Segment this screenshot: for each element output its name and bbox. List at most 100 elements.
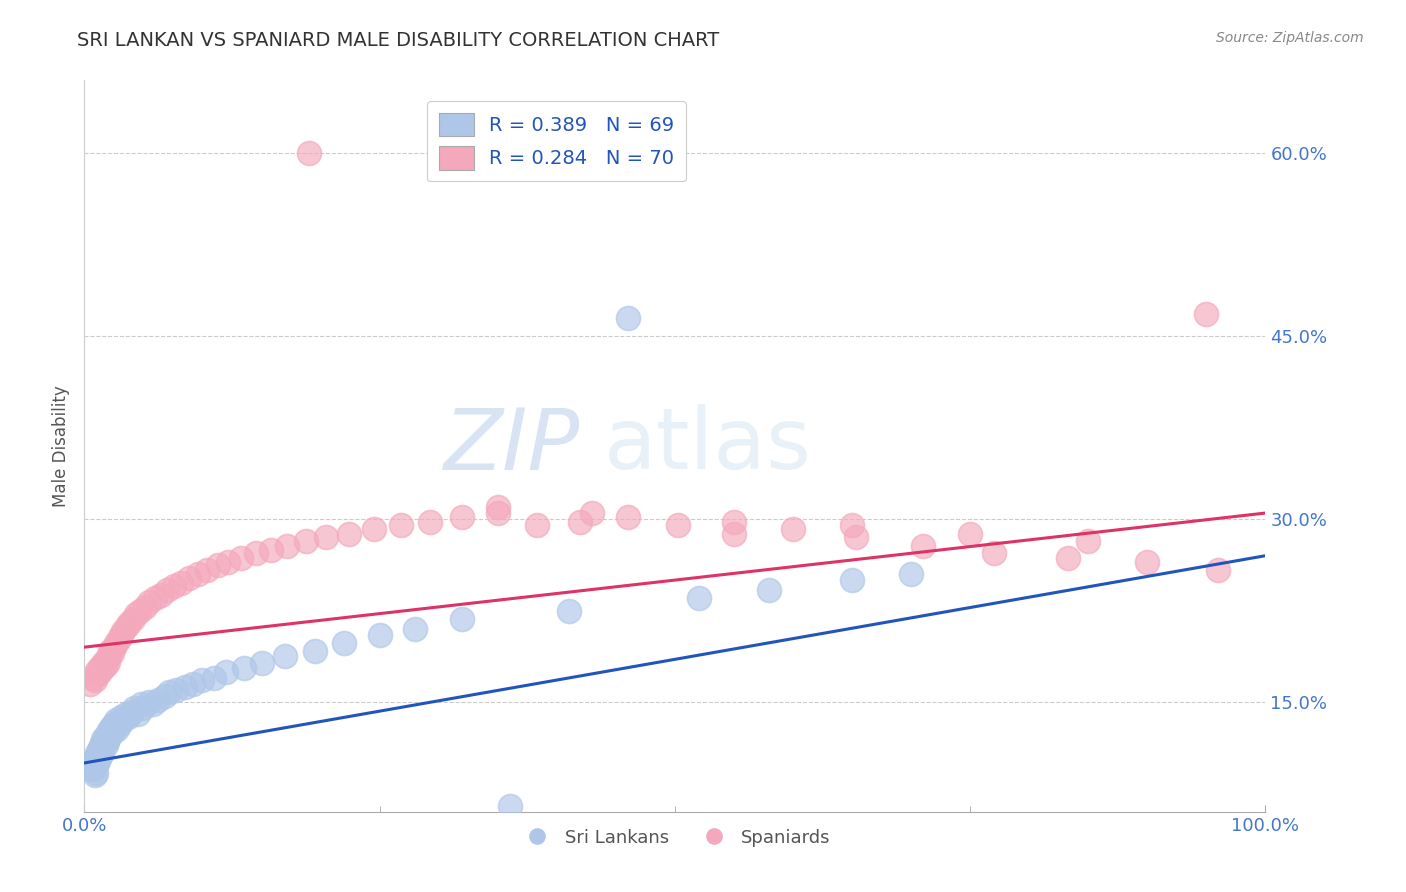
Point xyxy=(138,595,160,609)
Point xyxy=(298,146,321,161)
Point xyxy=(486,506,509,520)
Point xyxy=(89,741,111,756)
Point xyxy=(304,644,326,658)
Point xyxy=(274,648,297,663)
Point xyxy=(179,571,201,585)
Point xyxy=(110,628,132,642)
Point xyxy=(451,509,474,524)
Point xyxy=(1077,534,1099,549)
Point xyxy=(105,714,128,728)
Point xyxy=(91,731,114,746)
Point xyxy=(122,701,145,715)
Point xyxy=(138,695,160,709)
Point xyxy=(93,655,115,669)
Point xyxy=(841,573,863,587)
Point xyxy=(84,673,107,687)
Point xyxy=(723,526,745,541)
Point xyxy=(86,756,108,770)
Point xyxy=(153,689,176,703)
Point xyxy=(98,648,121,663)
Point xyxy=(173,681,195,695)
Point xyxy=(94,738,117,752)
Point xyxy=(911,539,934,553)
Point xyxy=(260,542,283,557)
Point xyxy=(96,652,118,666)
Point xyxy=(723,515,745,529)
Point xyxy=(94,729,117,743)
Point xyxy=(125,607,148,622)
Point xyxy=(129,698,152,712)
Point xyxy=(117,709,139,723)
Point xyxy=(132,701,155,715)
Point xyxy=(195,563,218,577)
Point xyxy=(96,734,118,748)
Point xyxy=(90,738,112,752)
Point xyxy=(191,673,214,687)
Point xyxy=(900,567,922,582)
Point xyxy=(157,685,180,699)
Point xyxy=(103,717,125,731)
Point xyxy=(845,530,868,544)
Point xyxy=(569,515,592,529)
Point xyxy=(170,575,193,590)
Point xyxy=(98,722,121,736)
Point xyxy=(486,500,509,514)
Point xyxy=(207,558,229,573)
Point xyxy=(231,551,253,566)
Point xyxy=(163,579,186,593)
Point xyxy=(134,599,156,614)
Point xyxy=(86,668,108,682)
Point xyxy=(94,658,117,673)
Point xyxy=(526,518,548,533)
Point xyxy=(143,591,166,606)
Point xyxy=(150,588,173,602)
Point xyxy=(83,762,105,776)
Point xyxy=(959,526,981,541)
Point xyxy=(419,515,441,529)
Point xyxy=(616,311,638,326)
Point xyxy=(668,518,690,533)
Point xyxy=(389,518,412,533)
Point xyxy=(91,738,114,752)
Point xyxy=(688,591,710,606)
Point xyxy=(86,746,108,760)
Point xyxy=(114,707,136,722)
Point xyxy=(87,752,110,766)
Point xyxy=(97,725,120,739)
Text: Source: ZipAtlas.com: Source: ZipAtlas.com xyxy=(1216,31,1364,45)
Point xyxy=(363,522,385,536)
Point xyxy=(79,677,101,691)
Point xyxy=(498,798,520,813)
Point xyxy=(121,705,143,719)
Point xyxy=(107,722,129,736)
Point xyxy=(91,741,114,756)
Point xyxy=(104,719,127,733)
Point xyxy=(557,603,579,617)
Point xyxy=(87,744,110,758)
Point xyxy=(232,661,254,675)
Point xyxy=(84,758,107,772)
Text: atlas: atlas xyxy=(605,404,813,488)
Point xyxy=(250,656,273,670)
Point xyxy=(215,665,238,679)
Point xyxy=(616,509,638,524)
Point xyxy=(97,655,120,669)
Point xyxy=(581,506,603,520)
Point xyxy=(100,646,122,660)
Point xyxy=(112,714,135,728)
Point xyxy=(127,707,149,722)
Point xyxy=(368,628,391,642)
Point xyxy=(84,765,107,780)
Point xyxy=(404,622,426,636)
Point xyxy=(84,749,107,764)
Text: SRI LANKAN VS SPANIARD MALE DISABILITY CORRELATION CHART: SRI LANKAN VS SPANIARD MALE DISABILITY C… xyxy=(77,31,720,50)
Point xyxy=(451,612,474,626)
Point xyxy=(108,717,131,731)
Point xyxy=(98,729,121,743)
Text: ZIP: ZIP xyxy=(444,404,581,488)
Point xyxy=(97,731,120,746)
Point xyxy=(84,768,107,782)
Point xyxy=(295,534,318,549)
Point xyxy=(105,636,128,650)
Point xyxy=(103,640,125,655)
